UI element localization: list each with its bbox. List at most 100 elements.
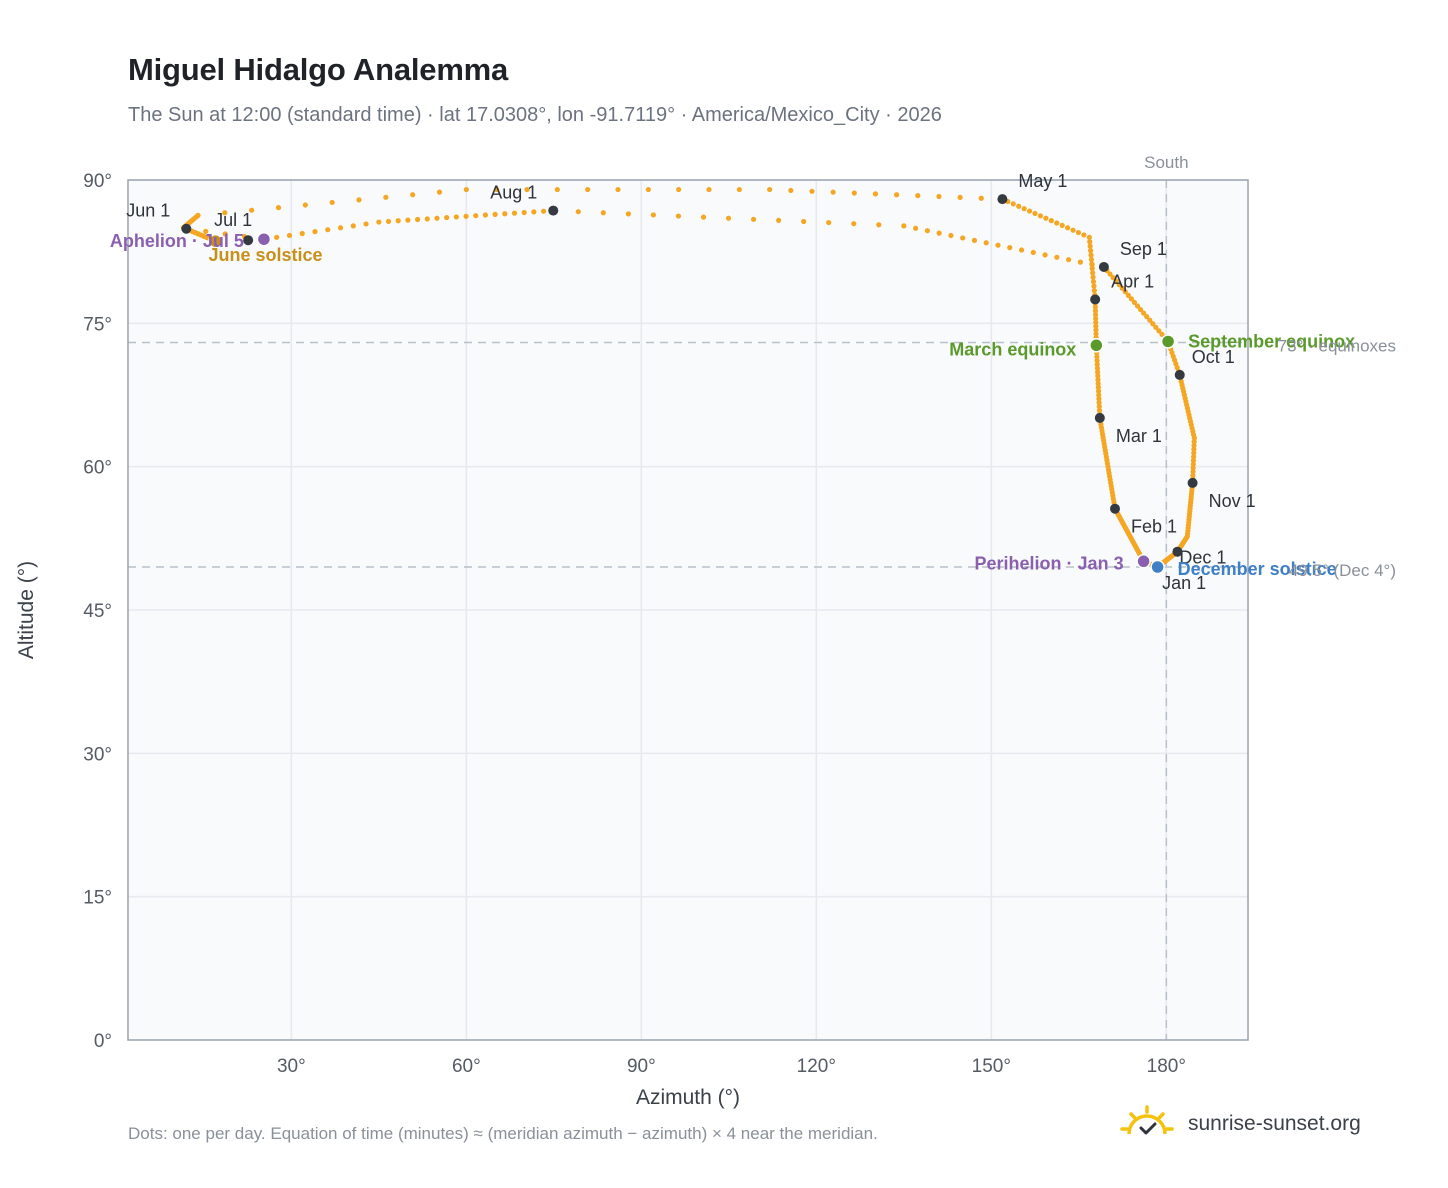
day-dot — [1037, 213, 1044, 219]
month-label: Oct 1 — [1192, 347, 1235, 367]
day-dot — [511, 210, 518, 216]
day-dot — [971, 237, 978, 243]
day-dot — [274, 234, 280, 240]
month-marker — [1174, 369, 1185, 380]
month-marker — [1098, 261, 1109, 272]
month-marker — [548, 205, 559, 216]
day-dot — [410, 192, 416, 198]
day-dot — [1113, 278, 1119, 284]
day-dot — [1122, 289, 1128, 295]
day-dot — [1026, 208, 1033, 214]
day-dot — [1191, 450, 1197, 456]
chart-title: Miguel Hidalgo Analemma — [128, 52, 509, 87]
day-dot — [1093, 319, 1099, 325]
day-dot — [1090, 274, 1096, 280]
day-dot — [1089, 265, 1095, 271]
day-dot — [1096, 400, 1102, 406]
month-marker — [997, 194, 1008, 205]
day-dot — [1116, 282, 1122, 288]
day-dot — [1094, 358, 1100, 364]
day-dot — [1159, 331, 1165, 337]
brand[interactable]: sunrise-sunset.org — [1120, 1102, 1361, 1146]
x-tick-label: 120° — [797, 1056, 836, 1077]
month-label: Dec 1 — [1179, 548, 1226, 568]
day-dot — [554, 186, 560, 193]
day-dot — [776, 217, 782, 224]
month-marker — [1187, 477, 1198, 488]
day-dot — [436, 189, 443, 195]
month-label: Sep 1 — [1120, 239, 1167, 259]
event-label: Perihelion · Jan 3 — [975, 553, 1124, 573]
day-dot — [383, 194, 389, 200]
day-dot — [995, 242, 1001, 248]
day-dot — [1096, 392, 1102, 398]
day-dot — [325, 227, 331, 233]
month-marker — [181, 223, 192, 234]
day-dot — [502, 211, 508, 217]
day-dot — [1096, 396, 1102, 402]
x-axis-title: Azimuth (°) — [636, 1086, 740, 1109]
day-dot — [1087, 248, 1094, 254]
day-dot — [1087, 239, 1093, 245]
day-dot — [851, 221, 857, 227]
day-dot — [936, 193, 942, 200]
event-marker — [1089, 338, 1104, 353]
day-dot — [767, 186, 773, 193]
event-marker — [256, 231, 272, 247]
day-dot — [706, 186, 712, 193]
day-dot — [463, 186, 469, 193]
day-dot — [1054, 254, 1060, 260]
day-dot — [1091, 283, 1097, 289]
day-dot — [872, 191, 879, 197]
day-dot — [924, 228, 930, 234]
day-dot — [1088, 256, 1095, 263]
day-dot — [1032, 210, 1038, 217]
day-dot — [1093, 323, 1099, 329]
sun-logo-icon — [1120, 1105, 1174, 1135]
day-dot — [625, 211, 631, 217]
y-tick-label: 60° — [83, 458, 112, 479]
day-dot — [1191, 446, 1197, 452]
day-dot — [521, 209, 527, 216]
day-dot — [960, 235, 966, 241]
day-dot — [1030, 249, 1036, 256]
day-dot — [385, 218, 392, 225]
y-tick-label: 0° — [94, 1031, 112, 1052]
day-dot — [1086, 234, 1092, 240]
day-dot — [356, 197, 362, 203]
day-dot — [788, 187, 794, 194]
day-dot — [1147, 317, 1153, 323]
day-dot — [1077, 259, 1083, 265]
day-dot — [913, 225, 919, 231]
x-tick-label: 180° — [1147, 1056, 1186, 1077]
day-dot — [424, 216, 430, 222]
day-dot — [1191, 439, 1197, 445]
day-dot — [1092, 308, 1099, 314]
day-dot — [1191, 454, 1197, 460]
day-dot — [615, 186, 621, 193]
day-dot — [302, 202, 308, 208]
event-marker — [1160, 334, 1176, 349]
day-dot — [1042, 252, 1048, 258]
day-dot — [1066, 257, 1072, 263]
day-dot — [600, 210, 606, 216]
day-dot — [736, 186, 742, 193]
day-dot — [312, 229, 318, 235]
day-dot — [329, 199, 335, 206]
day-dot — [1094, 361, 1100, 368]
day-dot — [948, 232, 954, 239]
day-dot — [1094, 365, 1101, 371]
day-dot — [1043, 215, 1049, 221]
event-label: Aphelion · Jul 5 — [110, 231, 244, 251]
day-dot — [275, 205, 282, 211]
day-dot — [222, 231, 228, 237]
day-dot — [1093, 331, 1099, 337]
day-dot — [1190, 461, 1196, 467]
day-dot — [540, 208, 547, 214]
day-dot — [1134, 303, 1141, 309]
day-dot — [585, 186, 591, 193]
day-dot — [1091, 287, 1097, 294]
day-dot — [1191, 435, 1197, 441]
day-dot — [1089, 261, 1095, 268]
day-dot — [363, 221, 369, 227]
